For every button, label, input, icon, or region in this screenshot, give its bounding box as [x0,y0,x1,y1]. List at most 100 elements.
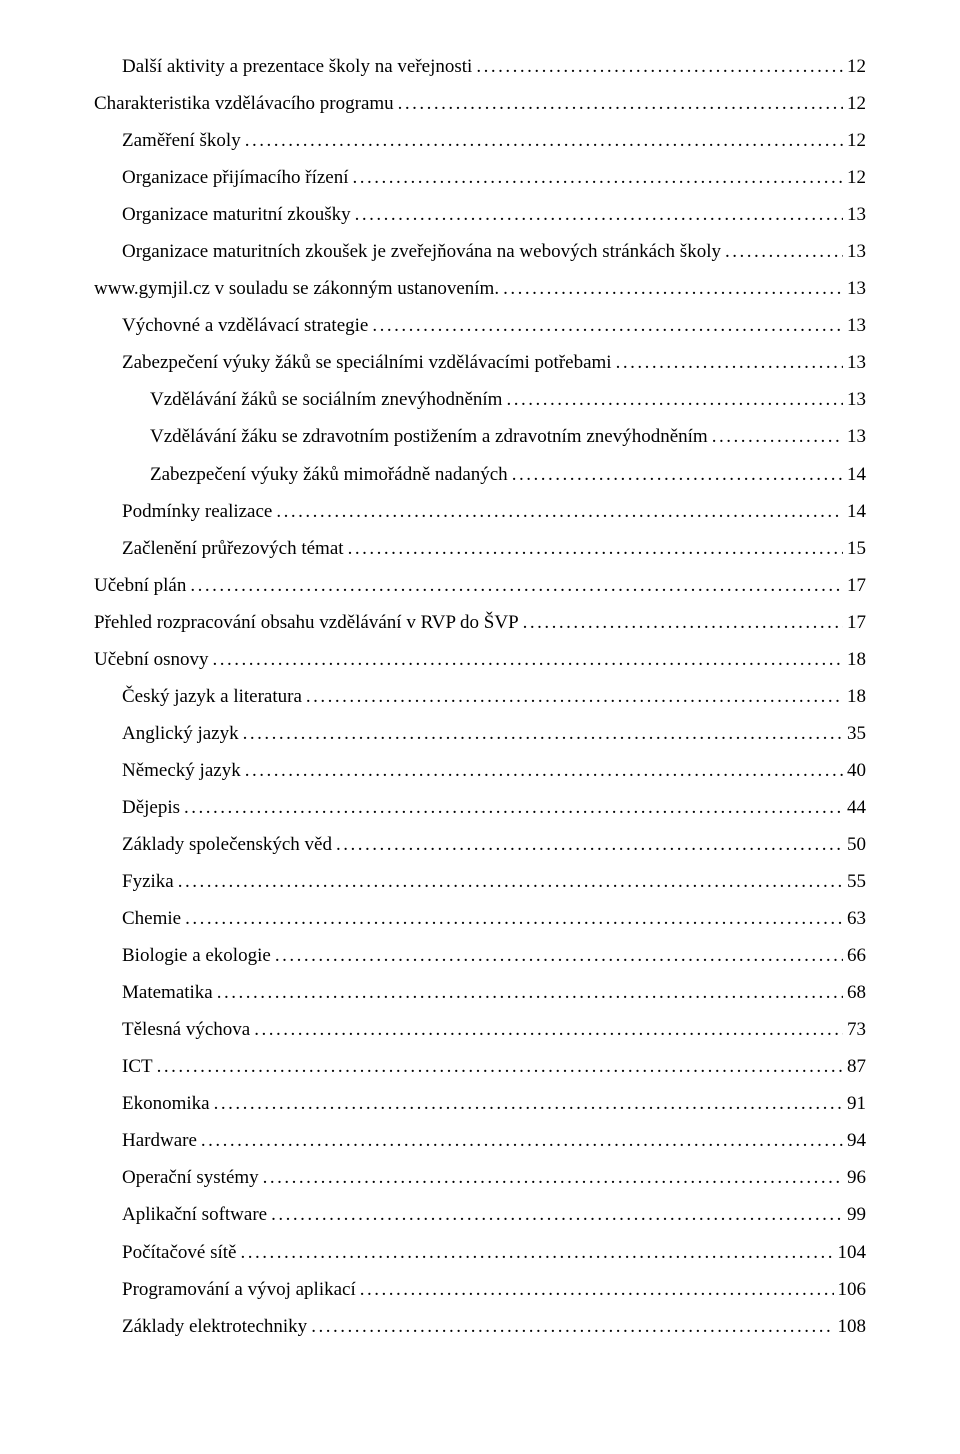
toc-leader-dots [263,1159,843,1196]
toc-page-number: 13 [847,418,866,455]
toc-page-number: 66 [847,937,866,974]
toc-leader-dots [512,456,843,493]
toc-entry: Zabezpečení výuky žáků se speciálními vz… [94,344,866,381]
toc-entry: ICT 87 [94,1048,866,1085]
toc-label: Anglický jazyk [122,715,239,752]
toc-entry: Biologie a ekologie 66 [94,937,866,974]
toc-label: Základy společenských věd [122,826,332,863]
toc-page-number: 44 [847,789,866,826]
toc-page-number: 55 [847,863,866,900]
toc-label: Chemie [122,900,181,937]
toc-label: Fyzika [122,863,174,900]
toc-label: www.gymjil.cz v souladu se zákonným usta… [94,270,499,307]
toc-page-number: 13 [847,270,866,307]
toc-leader-dots [372,307,843,344]
toc-leader-dots [214,1085,843,1122]
toc-label: Aplikační software [122,1196,267,1233]
toc-entry: Organizace maturitních zkoušek je zveřej… [94,233,866,270]
toc-label: Výchovné a vzdělávací strategie [122,307,368,344]
toc-page-number: 35 [847,715,866,752]
toc-entry: Dějepis 44 [94,789,866,826]
toc-label: Učební osnovy [94,641,209,678]
toc-page-number: 96 [847,1159,866,1196]
toc-label: Organizace maturitní zkoušky [122,196,351,233]
toc-page-number: 17 [847,567,866,604]
toc-entry: Ekonomika 91 [94,1085,866,1122]
toc-leader-dots [476,48,843,85]
toc-label: Organizace maturitních zkoušek je zveřej… [122,233,721,270]
toc-leader-dots [506,381,843,418]
toc-page-number: 68 [847,974,866,1011]
toc-entry: Výchovné a vzdělávací strategie 13 [94,307,866,344]
toc-leader-dots [725,233,843,270]
toc-page-number: 73 [847,1011,866,1048]
toc-label: Přehled rozpracování obsahu vzdělávání v… [94,604,519,641]
toc-label: Organizace přijímacího řízení [122,159,349,196]
toc-label: Operační systémy [122,1159,259,1196]
toc-leader-dots [276,493,843,530]
toc-entry: Vzdělávání žáků se sociálním znevýhodněn… [94,381,866,418]
toc-label: Základy elektrotechniky [122,1308,307,1345]
toc-label: Programování a vývoj aplikací [122,1271,356,1308]
toc-entry: www.gymjil.cz v souladu se zákonným usta… [94,270,866,307]
toc-entry: Hardware 94 [94,1122,866,1159]
toc-page-number: 14 [847,456,866,493]
toc-page-number: 91 [847,1085,866,1122]
toc-label: Podmínky realizace [122,493,272,530]
toc-entry: Začlenění průřezových témat 15 [94,530,866,567]
toc-page-number: 108 [838,1308,867,1345]
toc-leader-dots [254,1011,843,1048]
toc-leader-dots [353,159,844,196]
toc-entry: Učební plán 17 [94,567,866,604]
toc-leader-dots [360,1271,834,1308]
toc-leader-dots [271,1196,843,1233]
toc-page-number: 87 [847,1048,866,1085]
toc-label: Německý jazyk [122,752,241,789]
toc-page-number: 13 [847,381,866,418]
toc-page-number: 12 [847,159,866,196]
toc-leader-dots [523,604,843,641]
toc-leader-dots [336,826,843,863]
toc-label: Začlenění průřezových témat [122,530,344,567]
toc-page-number: 13 [847,307,866,344]
toc-page-number: 99 [847,1196,866,1233]
toc-page-number: 13 [847,233,866,270]
toc-leader-dots [213,641,843,678]
toc-page-number: 13 [847,196,866,233]
toc-label: Další aktivity a prezentace školy na veř… [122,48,472,85]
toc-page-number: 14 [847,493,866,530]
toc-leader-dots [243,715,843,752]
toc-label: ICT [122,1048,153,1085]
toc-entry: Anglický jazyk 35 [94,715,866,752]
toc-label: Dějepis [122,789,180,826]
toc-leader-dots [503,270,843,307]
toc-entry: Základy společenských věd 50 [94,826,866,863]
toc-leader-dots [245,122,843,159]
toc-entry: Učební osnovy 18 [94,641,866,678]
toc-leader-dots [201,1122,843,1159]
toc-label: Ekonomika [122,1085,210,1122]
toc-entry: Fyzika 55 [94,863,866,900]
toc-leader-dots [616,344,843,381]
toc-entry: Tělesná výchova 73 [94,1011,866,1048]
toc-leader-dots [185,900,843,937]
toc-page-number: 18 [847,641,866,678]
toc-page-number: 12 [847,122,866,159]
toc-leader-dots [184,789,843,826]
toc-entry: Podmínky realizace 14 [94,493,866,530]
toc-leader-dots [245,752,843,789]
toc-page-number: 12 [847,85,866,122]
toc-entry: Německý jazyk 40 [94,752,866,789]
toc-entry: Přehled rozpracování obsahu vzdělávání v… [94,604,866,641]
toc-page-number: 15 [847,530,866,567]
toc-page-number: 13 [847,344,866,381]
toc-leader-dots [157,1048,843,1085]
toc-entry: Zaměření školy 12 [94,122,866,159]
toc-label: Učební plán [94,567,186,604]
toc-entry: Charakteristika vzdělávacího programu 12 [94,85,866,122]
toc-label: Český jazyk a literatura [122,678,302,715]
toc-entry: Vzdělávání žáku se zdravotním postižením… [94,418,866,455]
toc-label: Vzdělávání žáku se zdravotním postižením… [150,418,708,455]
toc-entry: Programování a vývoj aplikací 106 [94,1271,866,1308]
toc-entry: Další aktivity a prezentace školy na veř… [94,48,866,85]
